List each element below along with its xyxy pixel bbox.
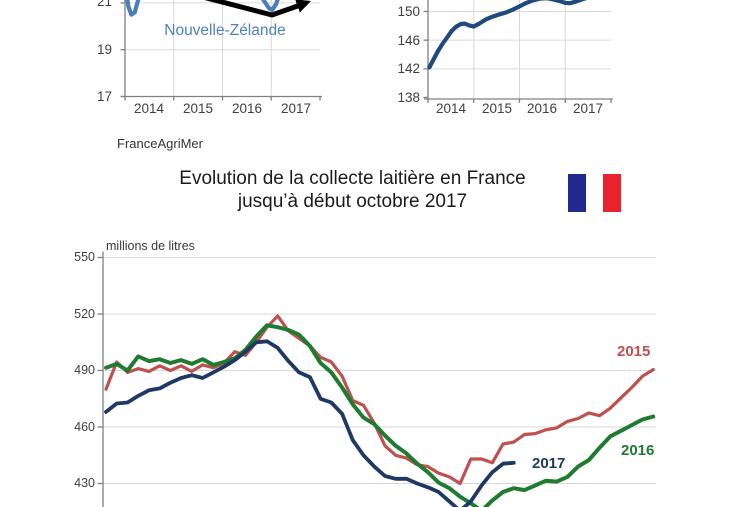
series-line-2016	[104, 323, 656, 507]
trend-arrow-shaft	[204, 0, 302, 18]
series-label-2016: 2016	[621, 442, 655, 459]
eu-ytick-150: 150	[397, 4, 420, 19]
series-label-2015: 2015	[617, 343, 651, 360]
trend-arrow-head	[295, 0, 311, 13]
title-line-2: jusqu’à début octobre 2017	[237, 191, 468, 212]
france-flag-red-stripe	[603, 174, 621, 212]
eu-ytick-138: 138	[397, 90, 420, 105]
france-flag-blue-stripe	[568, 174, 586, 212]
series-line-2015	[104, 314, 655, 486]
main-chart-y-axis-title: millions de litres	[106, 239, 195, 253]
nz-series-line	[125, 0, 280, 17]
nz-ytick-19: 19	[96, 42, 112, 57]
nz-ytick-21: 21	[96, 0, 112, 9]
series-label-2017: 2017	[532, 455, 566, 472]
main-ytick-520: 520	[74, 306, 95, 321]
eu-series-line	[427, 0, 588, 70]
title-line-1: Evolution de la collecte laitière en Fra…	[179, 168, 526, 189]
eu-ytick-142: 142	[397, 61, 420, 76]
nz-ytick-17: 17	[96, 89, 112, 104]
eu-xtick-2015: 2015	[481, 101, 513, 116]
eu-ytick-146: 146	[397, 33, 420, 48]
eu-xtick-2016: 2016	[526, 101, 558, 116]
nz-series-label: Nouvelle-Zélande	[164, 22, 286, 39]
eu-xtick-2017: 2017	[572, 101, 604, 116]
main-ytick-550: 550	[74, 250, 95, 264]
page-title: Evolution de la collecte laitière en Fra…	[95, 167, 610, 213]
main-ytick-490: 490	[74, 363, 95, 377]
nz-xtick-2015: 2015	[182, 101, 214, 116]
nz-xtick-2016: 2016	[231, 101, 263, 116]
main-ytick-460: 460	[74, 419, 95, 434]
eu-xtick-2014: 2014	[435, 101, 467, 116]
nz-xtick-2014: 2014	[133, 101, 165, 116]
main-ytick-430: 430	[74, 476, 95, 490]
source-label: FranceAgriMer	[117, 136, 203, 151]
series-line-2017	[104, 339, 516, 507]
nz-xtick-2017: 2017	[280, 101, 312, 116]
